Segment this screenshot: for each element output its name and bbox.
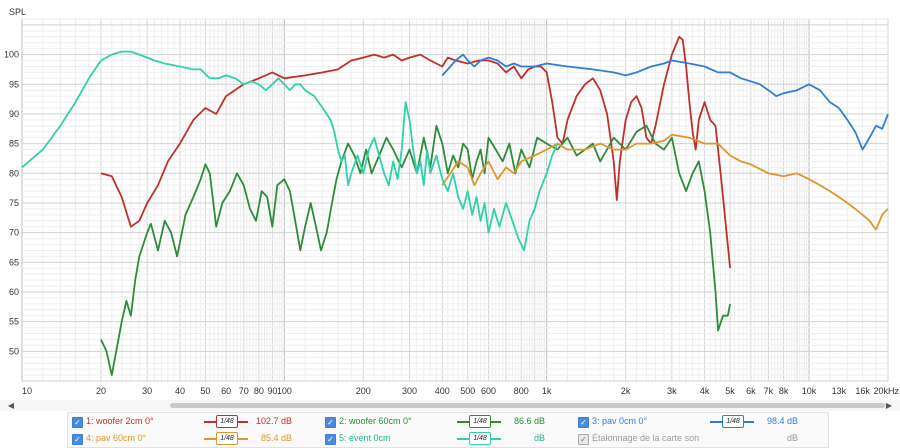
x-tick-label: 4k [700, 386, 710, 396]
x-tick-label: 10 [22, 386, 32, 396]
legend-label: Étalonnage de la carte son [592, 433, 700, 443]
x-tick-label: 60 [221, 386, 231, 396]
checkbox[interactable]: ✓ [325, 417, 336, 428]
y-tick-labels: 50 55 60 65 70 75 80 85 90 95 100 [4, 50, 19, 357]
smoothing-badge[interactable]: 1/48 [469, 432, 491, 445]
x-tick-label: 7k [764, 386, 774, 396]
series-line-2 [100, 124, 731, 376]
x-tick-label: 70 [239, 386, 249, 396]
x-tick-label: 100 [277, 386, 292, 396]
scrollbar-thumb[interactable] [170, 403, 885, 408]
x-tick-label: 2k [621, 386, 631, 396]
chart-series [21, 35, 889, 376]
y-tick-label: 65 [9, 257, 19, 267]
legend-value: 102.7 dB [255, 416, 292, 426]
checkbox[interactable]: ✓ [578, 417, 589, 428]
checkbox[interactable]: ✓ [325, 434, 336, 445]
x-tick-label: 20 [96, 386, 106, 396]
y-tick-label: 55 [9, 317, 19, 327]
series-line-1 [100, 35, 731, 269]
y-tick-label: 95 [9, 79, 19, 89]
x-tick-label: 10k [802, 386, 817, 396]
chart-grid [21, 18, 889, 382]
x-tick-label: 6k [746, 386, 756, 396]
checkbox[interactable]: ✓ [72, 417, 83, 428]
x-tick-labels: 10 20 30 40 50 60 70 80 90 100 200 300 400 500 600 800 1… [22, 386, 899, 396]
smoothing-badge[interactable]: 1/48 [216, 432, 238, 445]
legend-value: dB [786, 433, 798, 443]
smoothing-badge[interactable]: 1/48 [469, 415, 491, 428]
scroll-right-arrow[interactable]: ▶ [885, 401, 893, 410]
x-tick-label: 500 [460, 386, 475, 396]
x-tick-label: 20kHz [873, 386, 899, 396]
y-tick-label: 100 [4, 50, 19, 60]
series-line-3 [441, 53, 889, 151]
x-tick-label: 50 [200, 386, 210, 396]
y-tick-label: 50 [9, 346, 19, 356]
y-tick-label: 60 [9, 287, 19, 297]
x-tick-label: 3k [667, 386, 677, 396]
smoothing-badge[interactable]: 1/48 [722, 415, 744, 428]
x-tick-label: 13k [832, 386, 847, 396]
series-line-4 [441, 133, 889, 231]
x-tick-label: 5k [725, 386, 735, 396]
x-tick-label: 600 [481, 386, 496, 396]
y-tick-label: 80 [9, 168, 19, 178]
legend-value: dB [533, 433, 545, 443]
frequency-response-chart: SPL 50 55 60 65 70 75 80 85 90 95 100 10 20 30 40 50 60… [4, 7, 900, 396]
x-tick-label: 1k [542, 386, 552, 396]
x-tick-label: 300 [402, 386, 417, 396]
smoothing-badge[interactable]: 1/48 [216, 415, 238, 428]
legend-label: 5: évent 0cm [339, 433, 391, 443]
x-tick-label: 200 [356, 386, 371, 396]
y-tick-label: 70 [9, 228, 19, 238]
legend-value: 98.4 dB [766, 416, 798, 426]
y-tick-label: 90 [9, 109, 19, 119]
legend-label: 2: woofer 60cm 0° [339, 416, 412, 426]
legend-label: 1: woofer 2cm 0° [86, 416, 154, 426]
legend-row: ✓ 4: pav 60cm 0° 1/48 85.4 dB ✓ 5: évent… [68, 430, 828, 447]
legend-label: 3: pav 0cm 0° [592, 416, 648, 426]
legend-panel: ✓ 1: woofer 2cm 0° 1/48 102.7 dB ✓ 2: wo… [67, 412, 829, 448]
x-tick-label: 400 [435, 386, 450, 396]
x-tick-label: 40 [175, 386, 185, 396]
checkbox[interactable]: ✓ [72, 434, 83, 445]
y-axis-label: SPL [9, 7, 26, 17]
checkbox[interactable]: ✓ [578, 434, 589, 445]
x-tick-label: 800 [514, 386, 529, 396]
legend-value: 85.4 dB [260, 433, 292, 443]
legend-row: ✓ 1: woofer 2cm 0° 1/48 102.7 dB ✓ 2: wo… [68, 413, 828, 430]
x-tick-label: 16k [855, 386, 870, 396]
x-tick-label: 30 [142, 386, 152, 396]
legend-value: 86.6 dB [513, 416, 545, 426]
scroll-left-arrow[interactable]: ◀ [7, 401, 15, 410]
y-tick-label: 75 [9, 198, 19, 208]
legend-label: 4: pav 60cm 0° [86, 433, 147, 443]
x-tick-label: 8k [779, 386, 789, 396]
x-tick-label: 80 [254, 386, 264, 396]
x-tick-label: 90 [267, 386, 277, 396]
y-tick-label: 85 [9, 139, 19, 149]
horizontal-scrollbar[interactable]: ◀ ▶ [0, 400, 900, 411]
series-line-5 [21, 50, 559, 252]
